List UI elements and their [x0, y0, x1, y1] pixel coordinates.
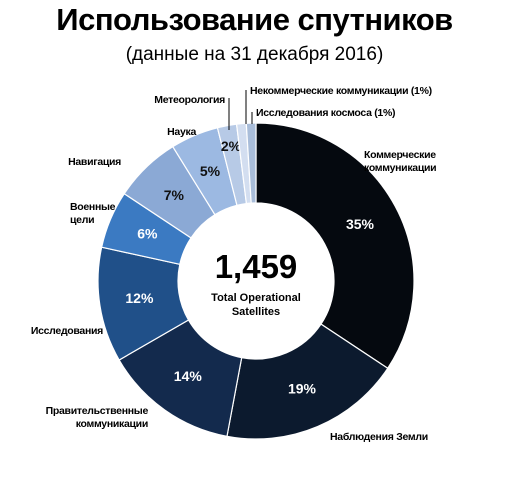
category-label: Исследования космоса (1%): [256, 107, 396, 119]
category-label: Некоммерческие коммуникации (1%): [250, 85, 432, 97]
chart-title: Использование спутников: [56, 2, 453, 37]
category-label: Навигация: [68, 156, 121, 168]
donut-slice: [245, 122, 257, 204]
value-label: 14%: [174, 368, 203, 384]
value-label: 12%: [125, 290, 154, 306]
donut-slice: [226, 323, 389, 440]
category-label: Наука: [167, 126, 196, 138]
value-label: 19%: [288, 380, 317, 396]
chart-subtitle: (данные на 31 декабря 2016): [125, 44, 384, 65]
value-label: 35%: [346, 216, 375, 232]
value-label: 7%: [164, 187, 185, 203]
value-label: 2%: [221, 138, 242, 154]
center-label: 1,459: [214, 248, 298, 285]
value-label: 5%: [200, 163, 221, 179]
category-label: Правительственные коммуникации: [45, 405, 149, 430]
category-label: Метеорология: [154, 94, 225, 106]
donut-slice: [255, 122, 415, 370]
center-sublabel: Total Operational Satellites: [211, 292, 301, 318]
category-label: Исследования: [30, 325, 103, 337]
category-label: Военные цели: [70, 201, 116, 226]
value-label: 6%: [137, 226, 158, 242]
category-label: Коммерческие коммуникации: [364, 149, 437, 174]
category-label: Наблюдения Земли: [330, 431, 428, 443]
